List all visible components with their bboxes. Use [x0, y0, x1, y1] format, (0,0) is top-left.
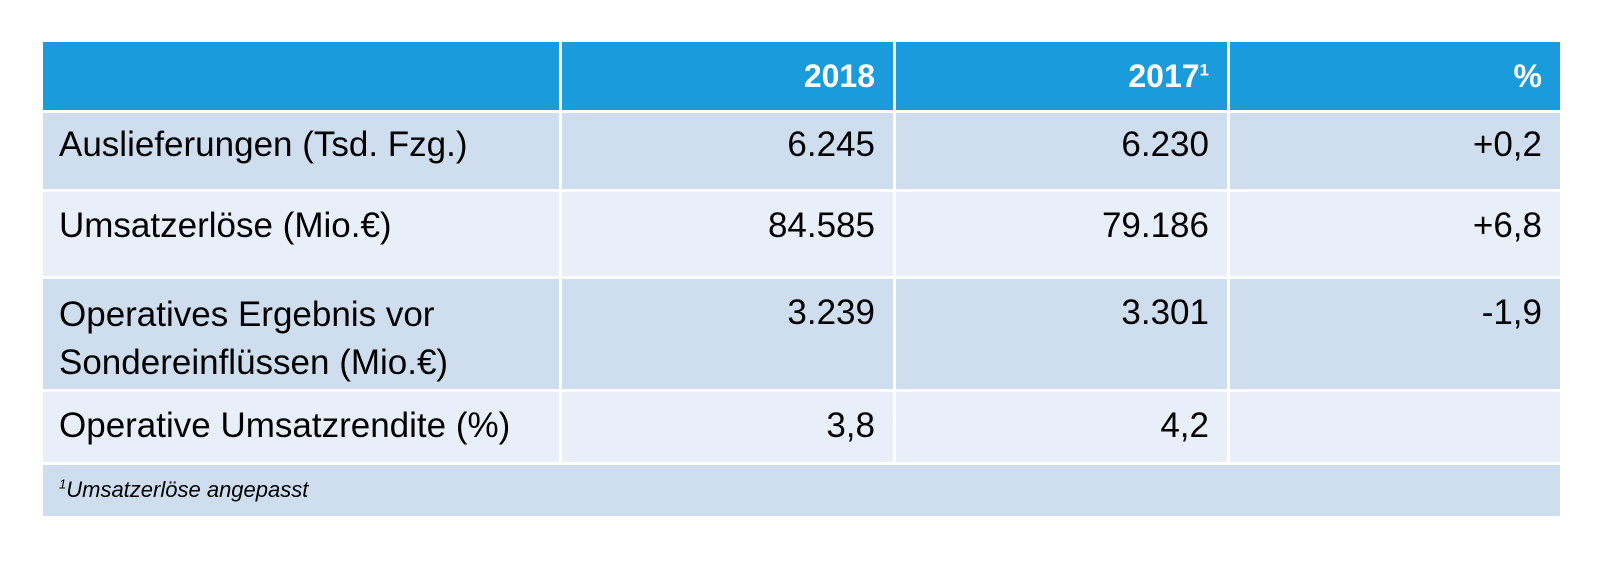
- value-2017: 79.186: [893, 189, 1230, 279]
- value-2018: 6.245: [559, 110, 896, 192]
- table-header-row: 2018 20171 %: [40, 39, 1563, 113]
- value-2017: 3.301: [893, 276, 1230, 392]
- footnote-text: Umsatzerlöse angepasst: [66, 477, 309, 502]
- header-cell-2017: 20171: [893, 39, 1230, 113]
- table-row: Auslieferungen (Tsd. Fzg.) 6.245 6.230 +…: [40, 110, 1563, 192]
- table-row: Operatives Ergebnis vor Sondereinflüssen …: [40, 276, 1563, 392]
- row-label: Umsatzerlöse (Mio.€): [40, 189, 562, 279]
- footnote-cell: 1Umsatzerlöse angepasst: [40, 462, 1563, 519]
- financial-table-container: 2018 20171 % Auslieferungen (Tsd. Fzg.) …: [40, 39, 1563, 519]
- row-label: Auslieferungen (Tsd. Fzg.): [40, 110, 562, 192]
- footnote-row: 1Umsatzerlöse angepasst: [40, 462, 1563, 519]
- header-cell-2018: 2018: [559, 39, 896, 113]
- value-2018: 3.239: [559, 276, 896, 392]
- row-label-line-1: Operatives Ergebnis vor: [59, 295, 435, 334]
- header-2017-text: 2017: [1128, 57, 1200, 94]
- footnote-marker: 1: [59, 476, 67, 492]
- row-label: Operatives Ergebnis vor Sondereinflüssen …: [40, 276, 562, 392]
- value-2017: 4,2: [893, 389, 1230, 465]
- row-label-line-2: Sondereinflüssen (Mio.€): [59, 343, 449, 382]
- value-percent: +0,2: [1227, 110, 1563, 192]
- table-row: Umsatzerlöse (Mio.€) 84.585 79.186 +6,8: [40, 189, 1563, 279]
- value-2018: 3,8: [559, 389, 896, 465]
- header-2017-footnote-marker: 1: [1199, 59, 1209, 79]
- value-2018: 84.585: [559, 189, 896, 279]
- value-percent: [1227, 389, 1563, 465]
- value-percent: +6,8: [1227, 189, 1563, 279]
- header-cell-label: [40, 39, 562, 113]
- financial-figures-table: 2018 20171 % Auslieferungen (Tsd. Fzg.) …: [40, 39, 1563, 519]
- value-2017: 6.230: [893, 110, 1230, 192]
- value-percent: -1,9: [1227, 276, 1563, 392]
- row-label: Operative Umsatzrendite (%): [40, 389, 562, 465]
- header-cell-percent: %: [1227, 39, 1563, 113]
- table-row: Operative Umsatzrendite (%) 3,8 4,2: [40, 389, 1563, 465]
